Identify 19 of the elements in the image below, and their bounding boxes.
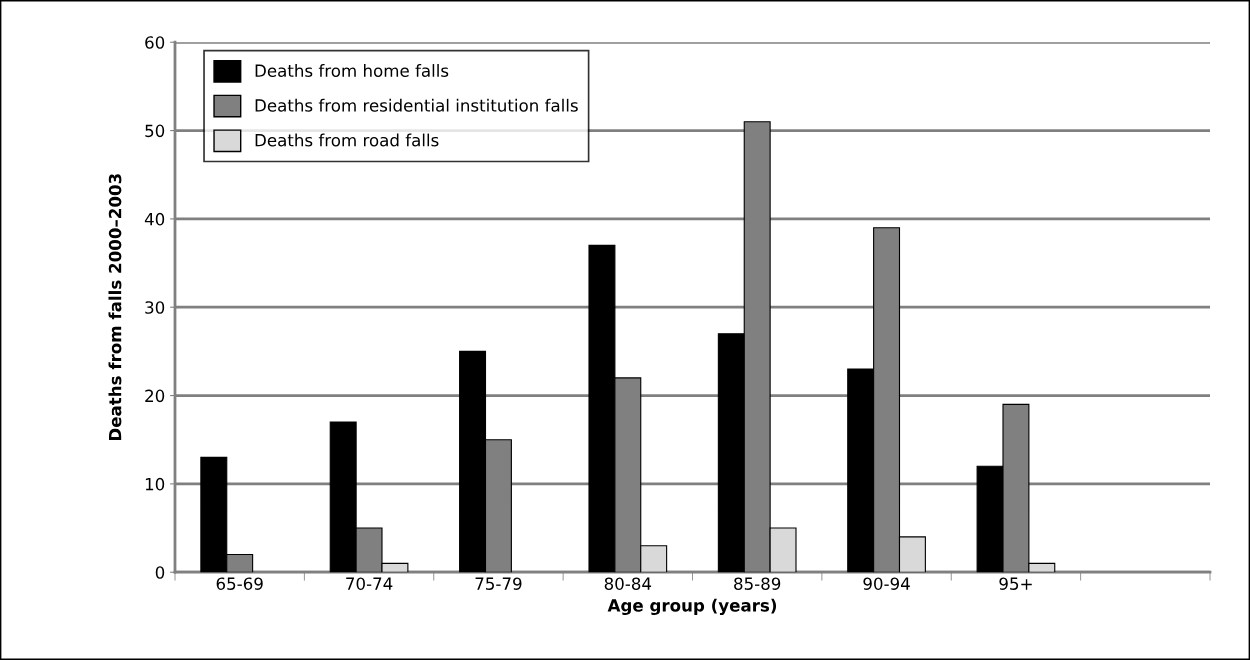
x-tick-label: 95+ xyxy=(999,577,1032,590)
y-tick-label: 50 xyxy=(145,124,165,138)
x-tick-label: 70-74 xyxy=(346,577,393,590)
x-tick-label: 90-94 xyxy=(863,577,910,590)
legend-label: Deaths from home falls xyxy=(255,64,449,77)
y-tick-label: 10 xyxy=(145,477,165,491)
x-tick-label: 80-84 xyxy=(604,577,652,590)
x-tick-label: 75-79 xyxy=(475,577,522,590)
x-tick-label: 85-89 xyxy=(734,577,781,590)
x-tick-label: 65-69 xyxy=(216,577,263,590)
y-tick-label: 0 xyxy=(155,566,165,579)
x-axis-title: Age group (years) xyxy=(607,598,777,616)
legend-label: Deaths from road falls xyxy=(255,133,439,147)
y-tick-label: 30 xyxy=(145,301,165,314)
y-tick-label: 60 xyxy=(145,36,165,49)
y-axis-title: Deaths from falls 2000–2003 xyxy=(108,174,122,441)
y-tick-label: 20 xyxy=(145,389,165,403)
legend-label: Deaths from residential institution falls xyxy=(255,98,578,112)
y-tick-label: 40 xyxy=(144,212,165,226)
